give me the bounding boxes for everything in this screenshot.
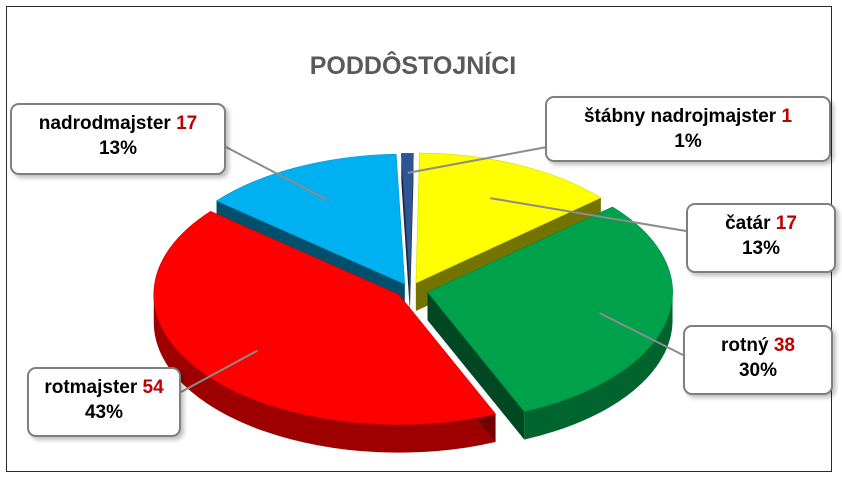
- slice-value: 17: [775, 213, 797, 234]
- slice-label: štábny nadrojmajster: [583, 106, 777, 127]
- callout-slice-0: štábny nadrojmajster 1 1%: [545, 96, 831, 162]
- pie-slice-top: [153, 211, 497, 425]
- pie-slice-side: [524, 292, 673, 440]
- slice-value: 54: [142, 377, 164, 398]
- pie-chart: PODDÔSTOJNÍCI: [153, 50, 687, 453]
- pie-slice: [153, 211, 497, 453]
- callout-slice-1: čatár 17 13%: [686, 203, 836, 273]
- slice-value: 38: [773, 335, 795, 356]
- pie-slice-top: [215, 153, 406, 285]
- leader-line: [490, 197, 687, 232]
- slice-label: rotmajster: [44, 377, 138, 398]
- slice-value: 1: [781, 106, 793, 127]
- pie-slice-top: [415, 152, 602, 284]
- slice-percent: 13%: [98, 138, 138, 159]
- chart-frame: PODDÔSTOJNÍCI štábny nadrojmajster 1 1% …: [6, 6, 836, 472]
- slice-label: rotný: [721, 335, 769, 356]
- pie-slice-top: [427, 206, 673, 412]
- pie-slice: [427, 206, 673, 440]
- slice-value: 17: [176, 113, 198, 134]
- callout-slice-4: nadrodmajster 17 13%: [10, 103, 226, 175]
- pie-slice-wall: [401, 153, 410, 312]
- leader-line: [225, 146, 328, 201]
- slice-label: nadrodmajster: [38, 113, 171, 134]
- leader-line: [180, 349, 258, 393]
- leader-line: [407, 146, 548, 174]
- callout-slice-2: rotný 38 30%: [683, 325, 833, 395]
- pie-slice: [401, 153, 414, 312]
- leader-lines: [180, 146, 687, 393]
- callout-slice-3: rotmajster 54 43%: [27, 367, 181, 437]
- slice-label: čatár: [725, 213, 771, 234]
- pie-slice-side: [153, 294, 496, 453]
- slice-percent: 30%: [738, 360, 778, 381]
- slice-percent: 43%: [84, 402, 124, 423]
- pie-slices: [153, 152, 673, 453]
- pie-slice-top: [401, 153, 414, 284]
- pie-slice-wall: [427, 292, 525, 440]
- chart-title: PODDÔSTOJNÍCI: [310, 50, 517, 80]
- leader-line: [599, 312, 684, 356]
- slice-percent: 1%: [674, 131, 702, 152]
- slice-percent: 13%: [741, 238, 781, 259]
